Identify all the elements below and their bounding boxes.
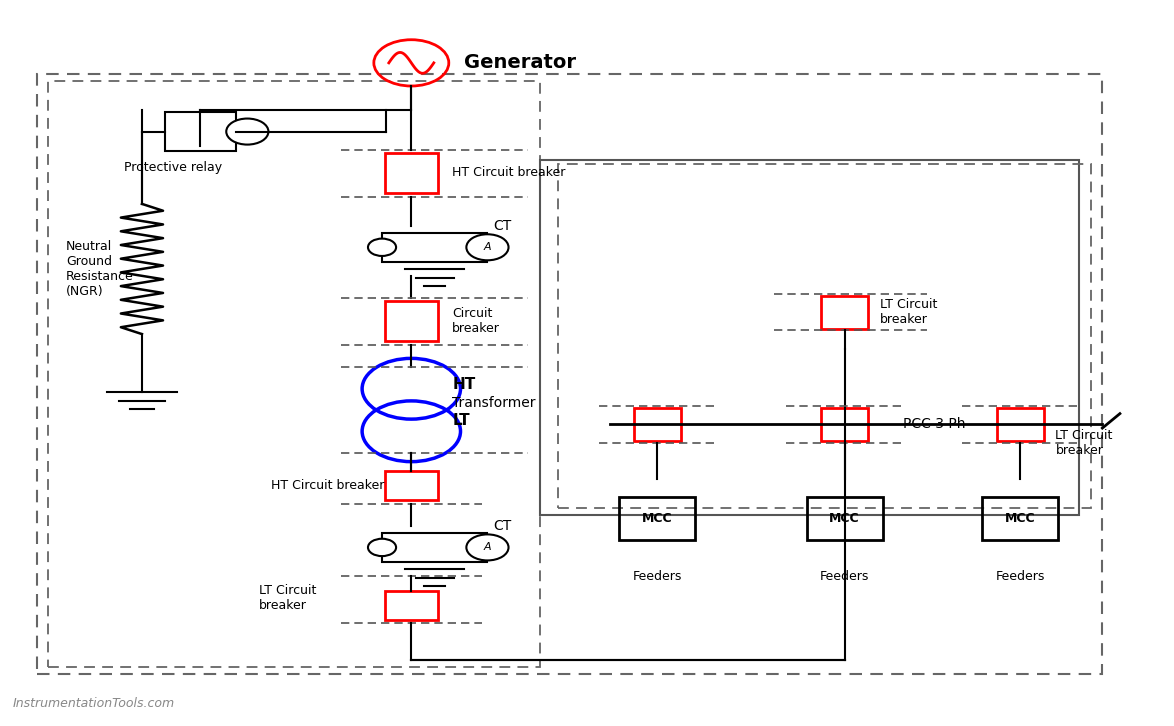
- Text: HT Circuit breaker: HT Circuit breaker: [271, 479, 384, 492]
- Text: MCC: MCC: [642, 512, 673, 525]
- Text: Feeders: Feeders: [633, 570, 682, 583]
- Circle shape: [466, 534, 508, 560]
- Text: InstrumentationTools.com: InstrumentationTools.com: [13, 697, 175, 710]
- Bar: [822, 296, 868, 329]
- Bar: [385, 591, 438, 620]
- Circle shape: [367, 539, 396, 556]
- Circle shape: [466, 234, 508, 261]
- Text: Feeders: Feeders: [819, 570, 870, 583]
- Bar: [382, 533, 487, 562]
- Text: A: A: [484, 542, 491, 552]
- Text: Transformer: Transformer: [452, 396, 535, 409]
- Circle shape: [227, 118, 269, 144]
- Bar: [997, 408, 1044, 441]
- Text: HT Circuit breaker: HT Circuit breaker: [452, 166, 566, 179]
- Bar: [822, 408, 868, 441]
- Bar: [385, 153, 438, 192]
- Text: Protective relay: Protective relay: [124, 161, 223, 174]
- Text: HT: HT: [452, 378, 475, 392]
- Text: LT Circuit
breaker: LT Circuit breaker: [259, 584, 317, 612]
- Text: Neutral
Ground
Resistance
(NGR): Neutral Ground Resistance (NGR): [66, 240, 134, 298]
- Text: Feeders: Feeders: [996, 570, 1045, 583]
- Text: LT Circuit
breaker: LT Circuit breaker: [1055, 428, 1113, 457]
- Bar: [807, 497, 883, 540]
- Bar: [385, 471, 438, 500]
- Circle shape: [367, 239, 396, 256]
- Text: Generator: Generator: [464, 54, 576, 73]
- Text: LT: LT: [452, 413, 470, 428]
- Text: CT: CT: [493, 219, 512, 232]
- Bar: [382, 233, 487, 262]
- Bar: [619, 497, 695, 540]
- Bar: [385, 301, 438, 341]
- Text: Circuit
breaker: Circuit breaker: [452, 307, 500, 335]
- Bar: [166, 112, 236, 152]
- Text: CT: CT: [493, 518, 512, 533]
- Bar: [983, 497, 1059, 540]
- Text: PCC 3 Ph: PCC 3 Ph: [903, 417, 966, 431]
- Text: LT Circuit
breaker: LT Circuit breaker: [879, 298, 937, 327]
- Text: MCC: MCC: [829, 512, 861, 525]
- Bar: [634, 408, 681, 441]
- Text: MCC: MCC: [1005, 512, 1035, 525]
- Text: A: A: [484, 242, 491, 252]
